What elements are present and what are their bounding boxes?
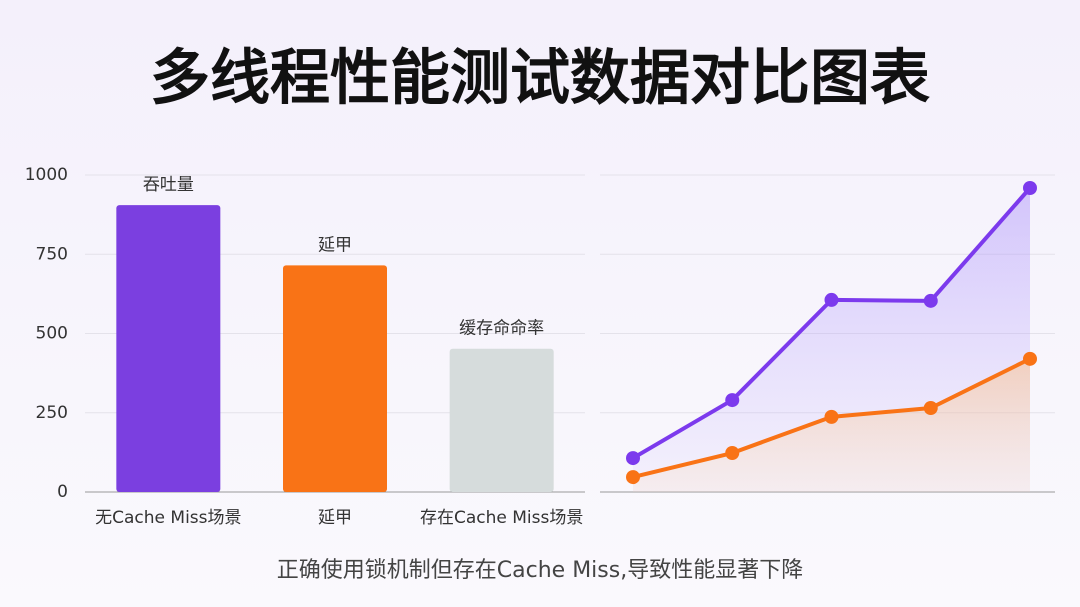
point xyxy=(1023,351,1037,366)
bar xyxy=(449,348,554,492)
bar-annotation: 延甲 xyxy=(318,235,352,255)
y-tick-label: 500 xyxy=(36,324,68,344)
point xyxy=(824,409,839,424)
x-tick-label: 无Cache Miss场景 xyxy=(95,508,241,528)
x-tick-label: 存在Cache Miss场景 xyxy=(420,508,583,528)
y-tick-label: 1000 xyxy=(25,165,68,185)
bar xyxy=(116,205,221,493)
point xyxy=(923,293,938,308)
bar-annotation: 吞吐量 xyxy=(143,175,194,195)
point xyxy=(725,393,740,408)
y-tick-label: 750 xyxy=(36,244,68,264)
point xyxy=(824,292,839,307)
point xyxy=(1023,180,1037,195)
caption: 正确使用锁机制但存在Cache Miss,导致性能显著下降 xyxy=(277,558,803,583)
point xyxy=(626,451,640,466)
point xyxy=(923,400,938,415)
x-tick-label: 延甲 xyxy=(318,508,352,528)
chart-title: 多线程性能测试数据对比图表 xyxy=(150,44,930,114)
y-tick-label: 0 xyxy=(57,482,68,502)
point xyxy=(725,446,740,461)
point xyxy=(626,470,640,485)
bar-annotation: 缓存命命率 xyxy=(459,319,544,339)
bar xyxy=(283,265,387,492)
y-tick-label: 250 xyxy=(36,403,68,423)
